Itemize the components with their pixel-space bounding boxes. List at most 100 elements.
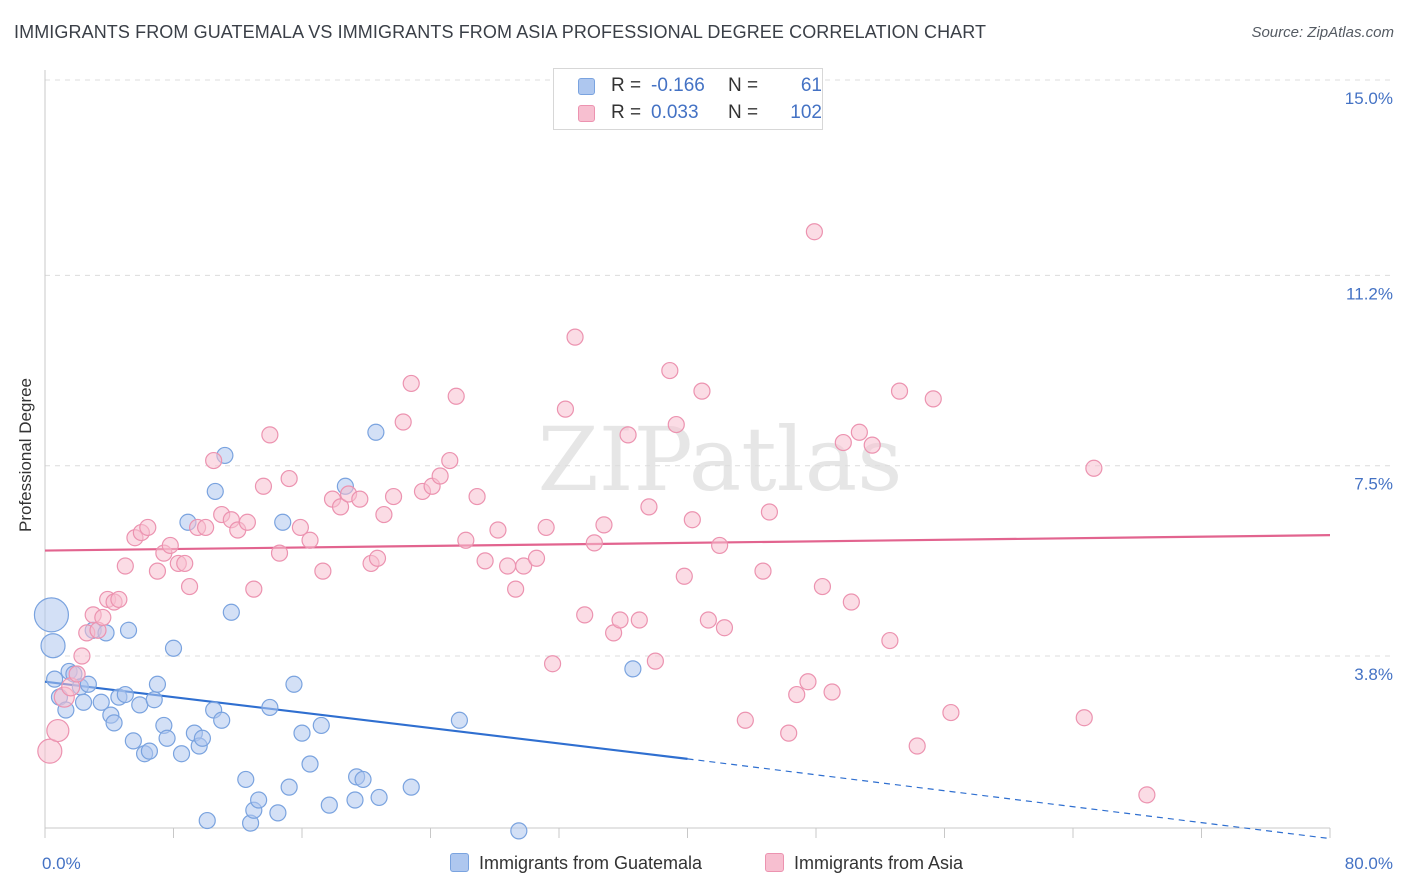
tick-labels: 3.8% 7.5% 11.2% 15.0% 0.0% 80.0% [42,89,1393,873]
point-asia-4 [68,665,86,683]
legend-n-value: 61 [800,75,822,96]
point-asia-58 [507,580,525,598]
point-asia-72 [640,498,658,516]
point-asia-82 [736,711,754,729]
point-asia-93 [850,423,868,441]
point-asia-21 [176,554,194,573]
point-asia-9 [94,608,112,627]
point-guatemala-16 [116,685,134,704]
point-asia-67 [595,516,613,534]
point-guatemala-60 [624,660,642,678]
point-asia-75 [667,415,685,434]
point-asia-44 [375,505,393,524]
legend-r-label: R = [611,102,642,123]
point-asia-25 [205,451,223,470]
bottom-legend-swatch-asia [765,853,784,872]
point-guatemala-47 [293,724,311,742]
point-asia-92 [842,593,860,611]
point-asia-88 [805,223,823,241]
point-asia-101 [1138,786,1156,804]
point-asia-30 [245,580,263,598]
y-tick-label-0: 3.8% [1354,665,1393,684]
point-guatemala-52 [346,791,364,809]
point-guatemala-42 [261,698,279,717]
point-asia-80 [711,536,729,555]
point-guatemala-25 [158,729,176,747]
point-asia-96 [890,382,909,400]
point-asia-35 [291,518,309,537]
point-guatemala-49 [312,716,330,735]
point-guatemala-35 [213,711,231,729]
point-asia-47 [402,374,420,393]
point-asia-53 [457,531,475,549]
point-guatemala-50 [320,796,338,814]
point-asia-32 [261,426,279,444]
point-asia-69 [611,611,629,629]
point-asia-77 [683,511,701,529]
point-guatemala-19 [131,696,149,714]
point-guatemala-2 [46,670,64,688]
point-asia-31 [254,477,273,495]
point-asia-37 [314,562,332,580]
point-guatemala-32 [198,811,216,830]
point-asia-94 [863,436,881,454]
point-asia-43 [368,549,387,567]
point-asia-71 [630,611,648,629]
point-asia-85 [780,724,798,742]
bottom-legend-swatch-guatemala [450,853,469,872]
legend-n-value: 102 [790,102,822,123]
point-guatemala-59 [510,822,528,840]
point-guatemala-55 [367,423,385,441]
legend-n-label: N = [728,75,759,96]
point-guatemala-57 [402,778,420,796]
point-guatemala-26 [164,639,183,657]
y-axis-label: Professional Degree [16,377,35,533]
point-asia-50 [431,467,449,485]
point-asia-64 [566,328,584,346]
point-asia-1 [46,718,70,743]
point-guatemala-37 [222,603,240,621]
point-asia-45 [384,487,403,506]
point-asia-52 [447,387,465,405]
point-asia-55 [476,552,494,570]
point-asia-79 [699,611,717,629]
point-asia-74 [661,361,679,380]
point-asia-81 [715,619,734,637]
point-asia-63 [556,400,575,418]
point-asia-99 [942,703,960,722]
data-points [33,223,1156,840]
watermark: ZIPatlas [538,408,903,511]
point-asia-98 [924,390,942,408]
point-asia-89 [813,577,832,596]
point-asia-95 [881,631,899,650]
point-asia-102 [1075,709,1093,727]
correlation-legend: R = -0.166 N = 61 R = 0.033 N = 102 [553,68,823,130]
point-asia-46 [394,413,412,431]
point-guatemala-58 [450,711,469,729]
point-asia-57 [499,557,517,575]
legend-r-value: -0.166 [651,75,705,96]
point-guatemala-56 [370,788,388,807]
point-guatemala-34 [206,482,224,501]
point-asia-65 [576,606,594,624]
point-asia-60 [527,549,546,567]
bottom-legend-label-asia: Immigrants from Asia [794,853,964,873]
point-guatemala-27 [172,745,191,763]
point-asia-54 [468,487,486,506]
point-asia-16 [139,518,157,537]
point-guatemala-41 [250,791,268,809]
point-guatemala-38 [237,770,255,789]
point-guatemala-0 [33,597,70,633]
point-asia-91 [834,433,852,452]
point-asia-66 [585,534,603,552]
legend-r-value: 0.033 [651,102,699,123]
point-guatemala-22 [145,691,163,709]
point-guatemala-48 [301,755,319,773]
y-tick-label-1: 7.5% [1354,475,1393,494]
point-asia-87 [799,673,817,691]
point-asia-73 [646,652,664,670]
legend-swatch-guatemala [578,78,595,95]
point-asia-33 [270,544,289,562]
point-asia-13 [116,557,134,575]
point-asia-56 [489,521,507,539]
